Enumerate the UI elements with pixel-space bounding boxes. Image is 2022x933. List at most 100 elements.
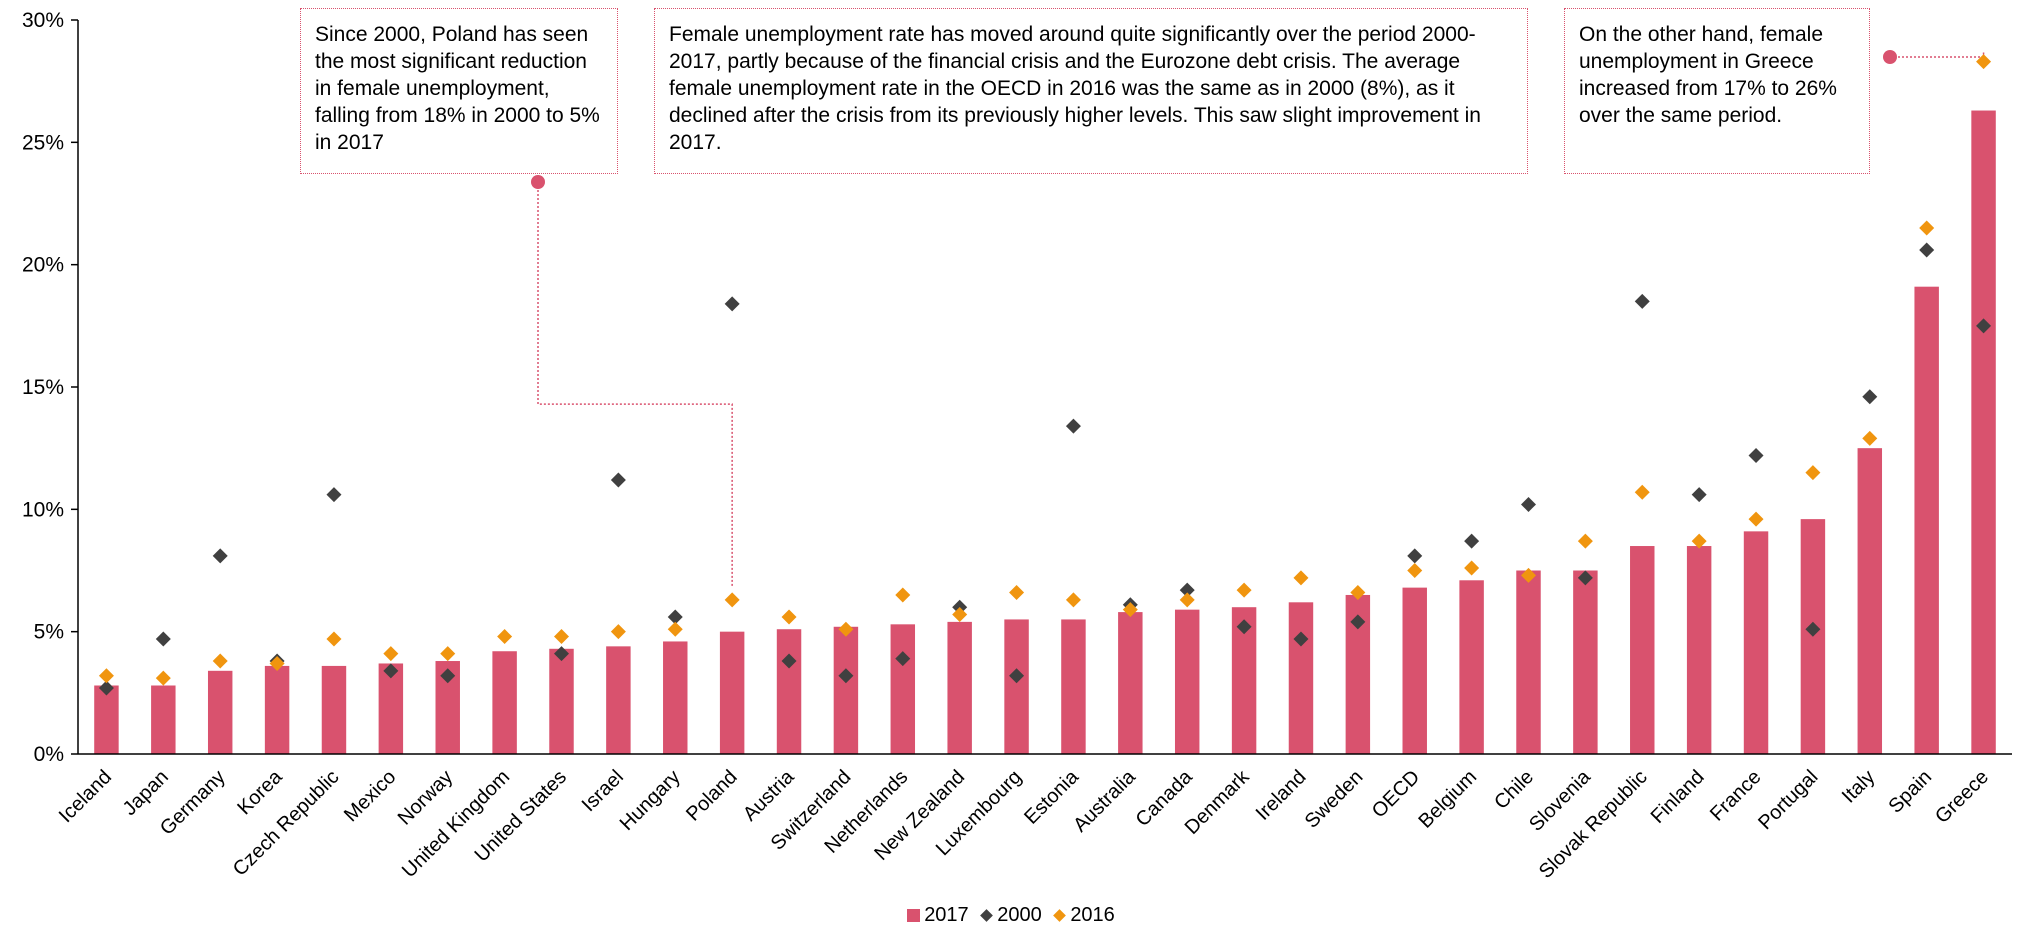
marker-2016 — [1521, 567, 1536, 583]
marker-2000 — [1009, 668, 1025, 684]
marker-2000 — [1236, 619, 1252, 635]
x-tick-label: Japan — [119, 766, 173, 820]
bar-2017 — [833, 626, 859, 754]
legend-swatch-2016 — [1053, 909, 1067, 923]
marker-2000 — [1350, 614, 1366, 630]
x-tick-label: Denmark — [1181, 765, 1255, 839]
marker-2000 — [1293, 631, 1309, 647]
marker-2016 — [497, 629, 513, 645]
x-tick-label: Australia — [1069, 765, 1140, 836]
x-tick-label: Portugal — [1754, 766, 1822, 834]
bar-2017 — [719, 631, 745, 754]
bar-2017 — [1459, 580, 1484, 754]
marker-2016 — [610, 624, 626, 640]
legend-item-2017: 2017 — [907, 904, 969, 927]
marker-2016 — [1464, 560, 1480, 576]
marker-2016 — [724, 592, 740, 608]
marker-2000 — [1634, 293, 1650, 309]
marker-2000 — [155, 631, 171, 647]
y-tick-label: 5% — [34, 621, 64, 644]
x-tick-label: Mexico — [340, 766, 400, 826]
bar-2017 — [1061, 619, 1086, 754]
marker-2000 — [383, 663, 399, 679]
bar-2017 — [947, 621, 972, 754]
marker-2016 — [1350, 585, 1366, 601]
bar-2017 — [1118, 612, 1143, 754]
bar-2017 — [663, 641, 688, 754]
marker-2000 — [1691, 487, 1707, 503]
x-tick-label: Belgium — [1414, 766, 1481, 833]
bar-2017 — [1686, 546, 1712, 754]
bar-2017 — [1516, 570, 1541, 754]
bar-2017 — [1630, 546, 1655, 754]
marker-2000 — [98, 680, 114, 696]
bar-2017 — [1288, 602, 1314, 754]
y-tick-label: 10% — [22, 498, 64, 521]
bar-2017 — [1174, 609, 1200, 754]
marker-2000 — [1919, 242, 1935, 258]
x-tick-label: Sweden — [1301, 766, 1368, 833]
marker-2016 — [1236, 582, 1252, 598]
poland-dot — [531, 175, 545, 189]
bar-2017 — [1004, 619, 1029, 754]
y-tick-label: 25% — [22, 131, 64, 154]
bar-2017 — [606, 646, 631, 754]
bar-2017 — [1743, 531, 1769, 754]
legend-swatch-2000 — [980, 909, 994, 923]
bar-2017 — [776, 629, 802, 754]
marker-2016 — [269, 655, 285, 671]
marker-2016 — [98, 668, 114, 684]
legend: 2017 2000 2016 — [0, 904, 2022, 927]
marker-2016 — [383, 646, 399, 662]
marker-2016 — [1407, 563, 1423, 578]
x-tick-label: Poland — [682, 766, 742, 826]
marker-2016 — [1805, 465, 1821, 481]
x-tick-label: Korea — [233, 765, 287, 819]
bar-2017 — [207, 670, 233, 754]
marker-2000 — [895, 651, 911, 667]
marker-2016 — [1009, 585, 1025, 601]
marker-2016 — [952, 607, 968, 623]
marker-2000 — [1179, 582, 1195, 598]
y-tick-label: 30% — [22, 9, 64, 32]
marker-2016 — [1065, 592, 1081, 608]
bar-2017 — [378, 663, 404, 754]
marker-2016 — [155, 670, 171, 686]
marker-2016 — [1862, 430, 1878, 446]
marker-2016 — [1691, 533, 1707, 549]
marker-2000 — [1407, 548, 1423, 564]
marker-2000 — [1464, 533, 1480, 549]
x-tick-label: Italy — [1838, 766, 1879, 807]
marker-2000 — [1748, 448, 1764, 464]
annotation-greece: On the other hand, female unemployment i… — [1564, 8, 1870, 174]
markers-2016 — [98, 54, 1992, 686]
marker-2000 — [1862, 389, 1878, 405]
y-tick-label: 20% — [22, 254, 64, 277]
marker-2016 — [667, 621, 683, 637]
legend-label-2017: 2017 — [924, 904, 969, 926]
marker-2016 — [1179, 592, 1195, 608]
marker-2000 — [724, 296, 740, 312]
marker-2016 — [212, 653, 228, 669]
marker-2000 — [1976, 318, 1992, 334]
x-tick-label: Israel — [578, 766, 628, 816]
greece-dot — [1883, 50, 1897, 64]
x-tick-label: Spain — [1884, 766, 1936, 818]
marker-2016 — [838, 621, 854, 637]
x-tick-label: Czech Republic — [229, 766, 344, 881]
marker-2016 — [1634, 484, 1650, 500]
legend-item-2016: 2016 — [1053, 904, 1115, 927]
bar-2017 — [549, 648, 574, 754]
annotation-oecd: Female unemployment rate has moved aroun… — [654, 8, 1528, 174]
marker-2016 — [1976, 54, 1992, 70]
bar-2017 — [1573, 570, 1598, 754]
marker-2016 — [440, 646, 456, 662]
marker-2000 — [554, 646, 569, 662]
marker-2000 — [838, 668, 854, 684]
legend-swatch-2017 — [907, 909, 921, 923]
marker-2000 — [667, 609, 683, 625]
marker-2000 — [781, 653, 797, 669]
marker-2016 — [1293, 570, 1309, 586]
bar-2017 — [1971, 110, 1996, 754]
